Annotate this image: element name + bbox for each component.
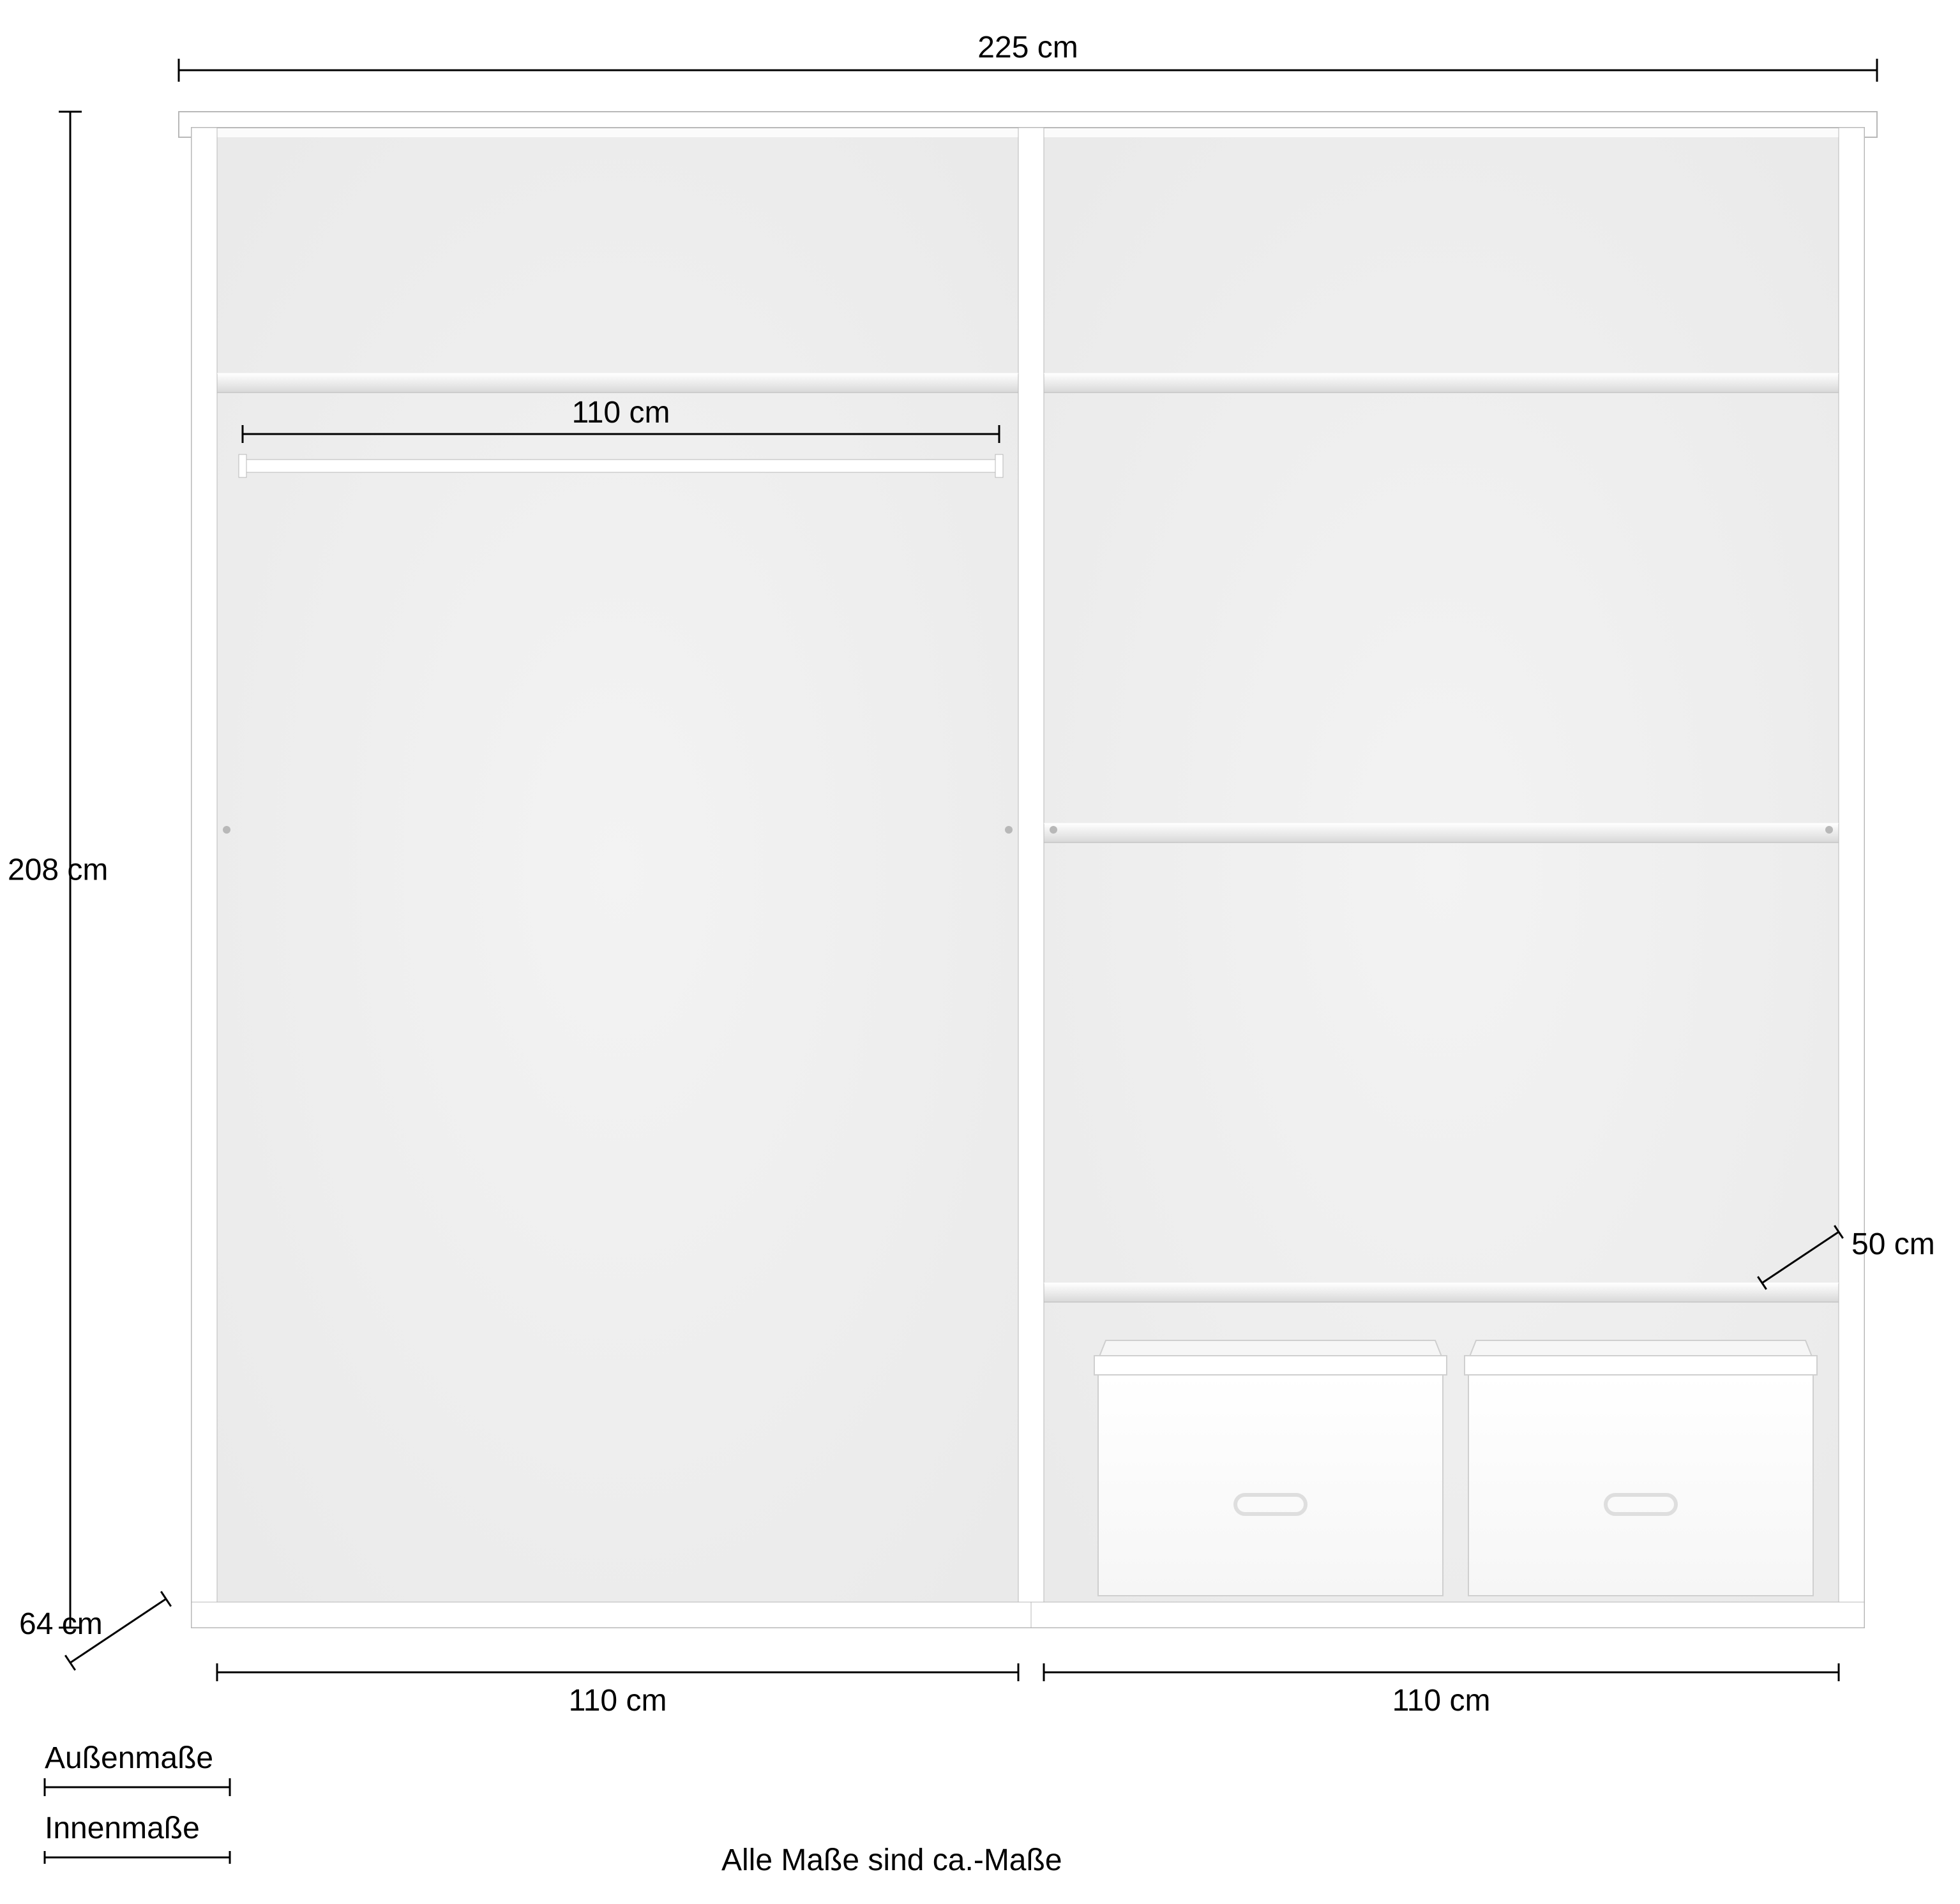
dimension-label: 110 cm [1392,1684,1491,1718]
dimension-label: 50 cm [1851,1227,1935,1261]
dimension: 110 cm [217,1663,1018,1718]
dimension-label: 110 cm [572,396,670,430]
wardrobe [179,112,1877,1628]
dimension: 225 cm [179,31,1877,82]
dimension: 208 cm [8,112,108,1628]
footer-note: Alle Maße sind ca.-Maße [721,1843,1062,1877]
legend: Außenmaße Innenmaße [45,1741,230,1864]
dimension: 110 cm [1044,1663,1839,1718]
diagram-stage: 225 cm 110 cm 208 cm 64 cm 50 cm 110 cm 110 cm… [0,0,1960,1904]
storage-box [1465,1340,1817,1596]
dimension-label: 225 cm [977,31,1078,64]
dimension-label: 208 cm [8,853,108,887]
dimension-depth: 64 cm [19,1591,171,1670]
dimension-label: 110 cm [569,1684,667,1718]
legend-outer-label: Außenmaße [45,1741,213,1775]
legend-inner-label: Innenmaße [45,1811,200,1845]
dimension-label: 64 cm [19,1607,103,1641]
storage-box [1094,1340,1447,1596]
diagram-svg: 225 cm 110 cm 208 cm 64 cm 50 cm 110 cm 110 cm… [0,0,1960,1904]
